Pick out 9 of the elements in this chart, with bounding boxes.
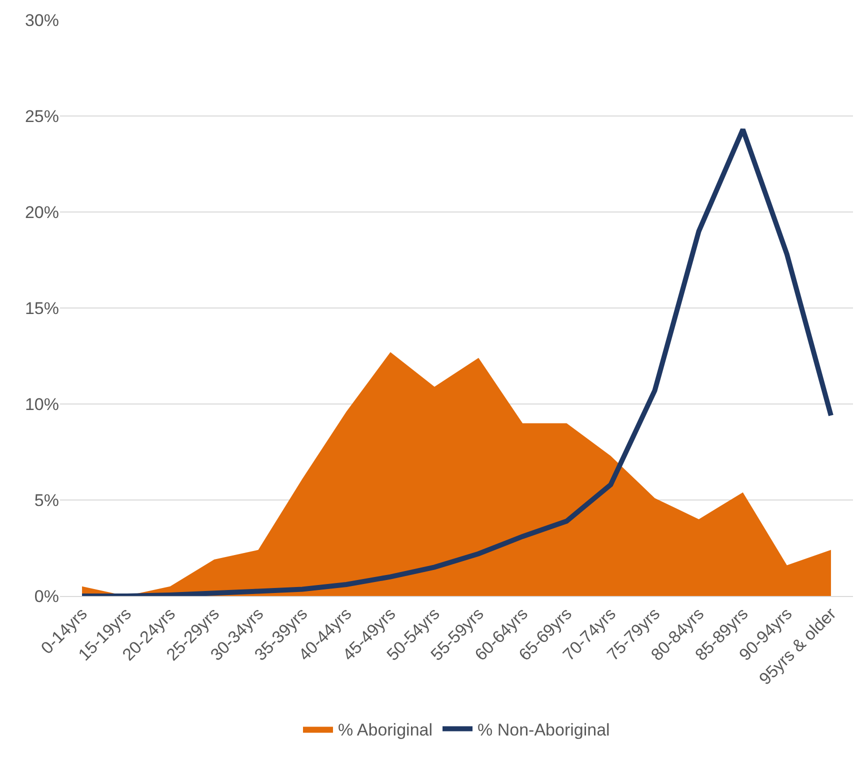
y-tick-label: 0% bbox=[34, 586, 59, 606]
y-tick-label: 20% bbox=[24, 202, 59, 222]
y-tick-label: 30% bbox=[24, 10, 59, 30]
y-tick-label: 5% bbox=[34, 490, 59, 510]
legend-label: % Non-Aboriginal bbox=[478, 720, 610, 740]
y-tick-label: 25% bbox=[24, 106, 59, 126]
y-tick-label: 10% bbox=[24, 394, 59, 414]
y-tick-label: 15% bbox=[24, 298, 59, 318]
legend-label: % Aboriginal bbox=[338, 720, 433, 740]
